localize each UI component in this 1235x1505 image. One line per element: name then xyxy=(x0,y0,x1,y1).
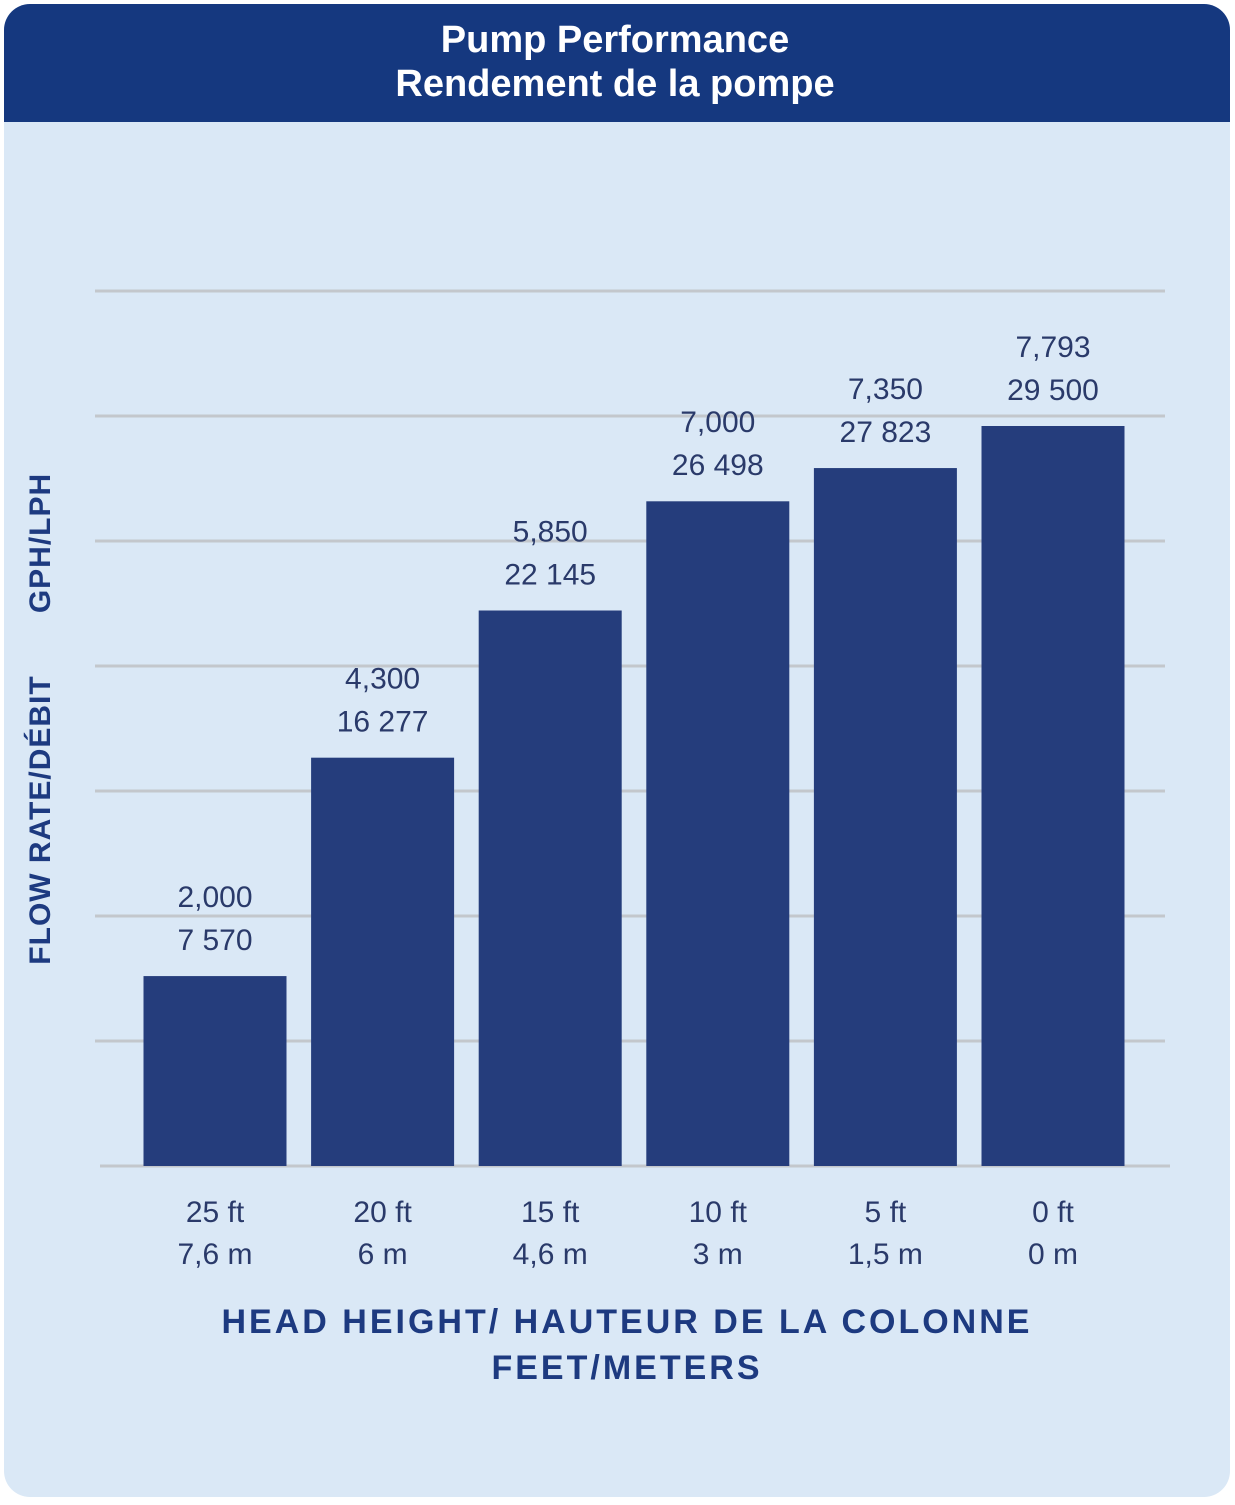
value-label: 16 277 xyxy=(337,706,429,739)
bar xyxy=(143,976,287,1166)
value-label: 7 570 xyxy=(177,924,252,957)
x-tick-label: 25 ft xyxy=(186,1196,245,1229)
x-tick-label: 4,6 m xyxy=(513,1238,588,1271)
x-tick-label: 15 ft xyxy=(521,1196,580,1229)
value-label: 4,300 xyxy=(345,663,420,696)
value-label: 2,000 xyxy=(177,881,252,914)
x-tick-label: 6 m xyxy=(358,1238,408,1271)
value-label: 29 500 xyxy=(1007,374,1099,407)
x-tick-label: 3 m xyxy=(693,1238,743,1271)
value-label: 22 145 xyxy=(504,558,596,591)
x-tick-label: 5 ft xyxy=(865,1196,907,1229)
x-tick-label: 10 ft xyxy=(689,1196,748,1229)
header xyxy=(4,4,1230,122)
chart-subtitle: Rendement de la pompe xyxy=(395,63,834,105)
bar xyxy=(981,426,1125,1166)
bar xyxy=(478,610,622,1166)
x-axis-label: HEAD HEIGHT/ HAUTEUR DE LA COLONNE xyxy=(222,1303,1033,1341)
chart-title: Pump Performance xyxy=(441,19,789,61)
bar xyxy=(311,757,455,1166)
value-label: 26 498 xyxy=(672,449,764,482)
x-tick-label: 0 m xyxy=(1028,1238,1078,1271)
y-axis-unit: GPH/LPH xyxy=(24,473,57,613)
x-tick-label: 0 ft xyxy=(1032,1196,1074,1229)
x-tick-label: 7,6 m xyxy=(177,1238,252,1271)
bar xyxy=(646,501,790,1166)
y-axis-label: FLOW RATE/DÉBIT xyxy=(23,675,57,964)
bar xyxy=(813,468,957,1167)
value-label: 7,350 xyxy=(848,373,923,406)
value-label: 7,000 xyxy=(680,406,755,439)
x-axis-unit: FEET/METERS xyxy=(491,1349,762,1387)
x-tick-label: 1,5 m xyxy=(848,1238,923,1271)
value-label: 7,793 xyxy=(1015,331,1090,364)
value-label: 5,850 xyxy=(513,515,588,548)
x-tick-label: 20 ft xyxy=(353,1196,412,1229)
value-label: 27 823 xyxy=(840,416,932,449)
